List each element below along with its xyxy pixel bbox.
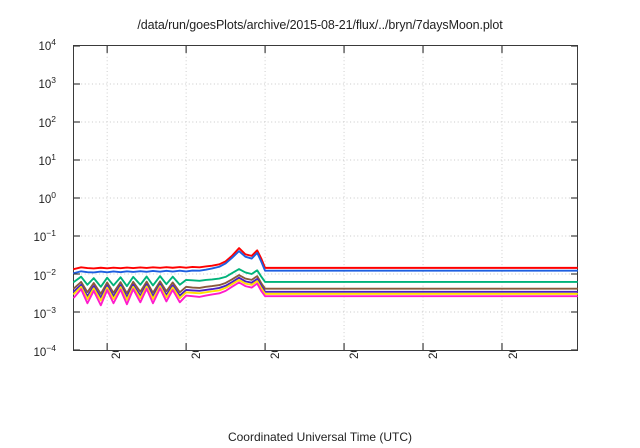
data-series-channel-2 (73, 250, 578, 275)
data-series-channel-7 (73, 281, 578, 307)
y-tick-label: 100 (38, 190, 56, 206)
data-series-channel-5 (73, 276, 578, 299)
axis-ticks (74, 46, 577, 350)
y-tick-label: 101 (38, 151, 56, 168)
y-tick-label: 10−4 (33, 343, 57, 359)
data-series-channel-6 (73, 278, 578, 302)
y-tick-label: 10−1 (33, 228, 57, 245)
gridlines (74, 46, 577, 350)
y-tick-label: 102 (38, 113, 56, 130)
y-tick-label: 10−2 (33, 266, 57, 283)
page-title: /data/run/goesPlots/archive/2015-08-21/f… (137, 18, 503, 32)
plot-area (73, 45, 578, 351)
data-series-channel-4 (73, 274, 578, 295)
data-series-channel-1 (73, 247, 578, 270)
data-series-layer (73, 247, 578, 307)
x-axis-title: Coordinated Universal Time (UTC) (227, 430, 413, 444)
data-series-channel-3 (73, 268, 578, 288)
y-tick-label: 103 (38, 75, 56, 92)
y-tick-label: 10−3 (33, 304, 57, 321)
y-tick-label: 104 (38, 37, 56, 53)
